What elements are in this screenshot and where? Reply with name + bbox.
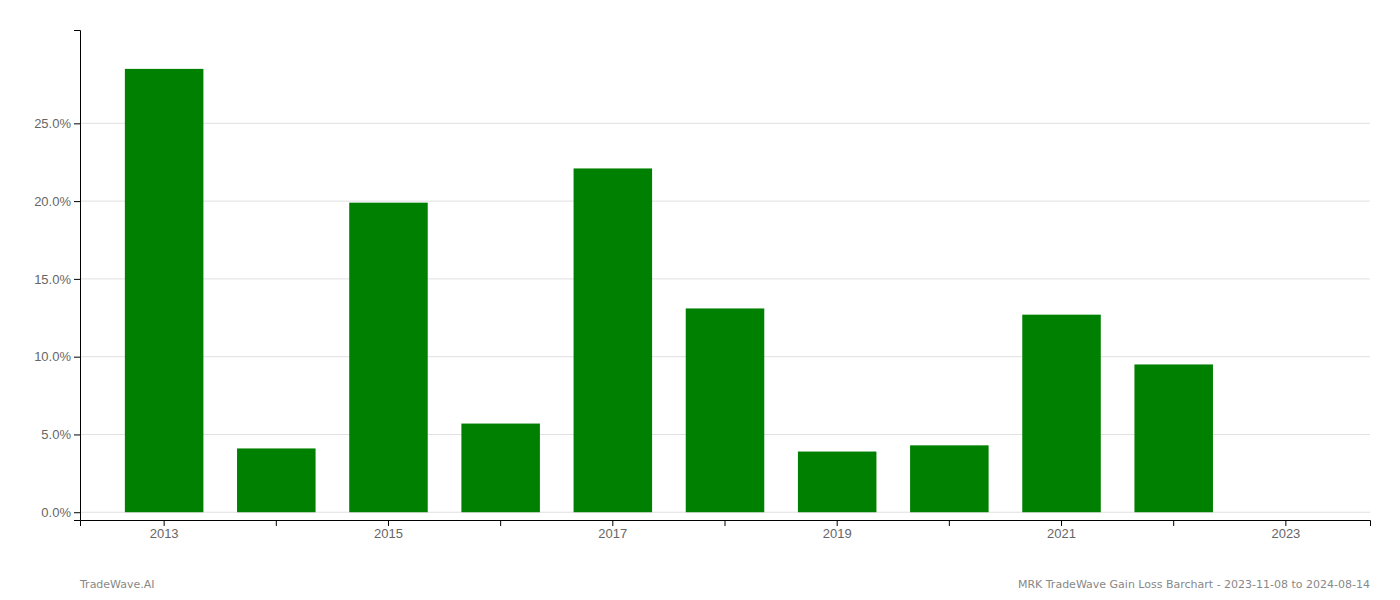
y-tick: 20.0% (34, 194, 80, 209)
bar (125, 69, 204, 512)
grid-line (80, 123, 1370, 124)
y-tick-label: 0.0% (41, 505, 71, 520)
y-tick: 25.0% (34, 116, 80, 131)
y-tick: 10.0% (34, 349, 80, 364)
y-axis-line (74, 31, 81, 521)
x-tick (725, 520, 726, 526)
x-tick (949, 520, 950, 526)
bar (461, 424, 540, 513)
y-tick-mark (74, 123, 80, 124)
y-tick-mark (74, 512, 80, 513)
plot: 0.0% 5.0% 10.0% 15.0% 20.0% 25.0% 2013 2015 2017… (34, 31, 1370, 542)
footer-left: TradeWave.AI (79, 578, 155, 591)
bar (349, 203, 428, 513)
y-tick-mark (74, 201, 80, 202)
bar (1134, 364, 1213, 512)
x-tick (500, 520, 501, 526)
x-tick-mark (837, 520, 838, 526)
y-tick: 15.0% (34, 272, 80, 287)
x-tick-mark (1285, 520, 1286, 526)
y-tick-label: 10.0% (34, 349, 71, 364)
x-tick-mark (1061, 520, 1062, 526)
x-tick: 2023 (1271, 520, 1300, 541)
x-tick (1173, 520, 1174, 526)
chart: 0.0% 5.0% 10.0% 15.0% 20.0% 25.0% 2013 2015 2017… (0, 0, 1400, 600)
bars (125, 69, 1213, 512)
footer-right: MRK TradeWave Gain Loss Barchart - 2023-… (1018, 578, 1370, 591)
x-tick-mark (725, 520, 726, 526)
x-tick-label: 2013 (150, 526, 179, 541)
x-tick: 2021 (1047, 520, 1076, 541)
x-tick: 2015 (374, 520, 403, 541)
x-tick: 2017 (598, 520, 627, 541)
x-tick (276, 520, 277, 526)
bar (686, 308, 765, 512)
x-tick-mark (276, 520, 277, 526)
y-tick: 5.0% (41, 427, 80, 442)
y-tick-mark (74, 279, 80, 280)
y-tick-label: 5.0% (41, 427, 71, 442)
grid-line (80, 278, 1370, 279)
x-tick-label: 2021 (1047, 526, 1076, 541)
y-tick: 0.0% (41, 505, 80, 520)
x-tick: 2019 (823, 520, 852, 541)
x-tick-mark (949, 520, 950, 526)
x-tick-mark (388, 520, 389, 526)
x-tick-label: 2023 (1271, 526, 1300, 541)
bar (910, 445, 989, 512)
x-tick-mark (164, 520, 165, 526)
bar (237, 448, 316, 512)
bar (574, 168, 653, 512)
x-tick-label: 2017 (598, 526, 627, 541)
x-tick: 2013 (150, 520, 179, 541)
grid (80, 123, 1370, 512)
grid-line (80, 201, 1370, 202)
bar (798, 452, 877, 513)
y-tick-mark (74, 434, 80, 435)
x-tick-mark (612, 520, 613, 526)
x-tick-label: 2019 (823, 526, 852, 541)
x-tick-label: 2015 (374, 526, 403, 541)
y-tick-label: 20.0% (34, 194, 71, 209)
y-tick-mark (74, 357, 80, 358)
x-tick-mark (500, 520, 501, 526)
y-axis: 0.0% 5.0% 10.0% 15.0% 20.0% 25.0% (34, 31, 80, 521)
y-tick-label: 25.0% (34, 116, 71, 131)
x-axis: 2013 2015 2017 2019 2021 2023 (81, 520, 1371, 541)
bar (1022, 315, 1101, 513)
bar (1247, 512, 1326, 513)
y-tick-label: 15.0% (34, 272, 71, 287)
x-axis-line (81, 521, 1371, 527)
x-tick-mark (1173, 520, 1174, 526)
